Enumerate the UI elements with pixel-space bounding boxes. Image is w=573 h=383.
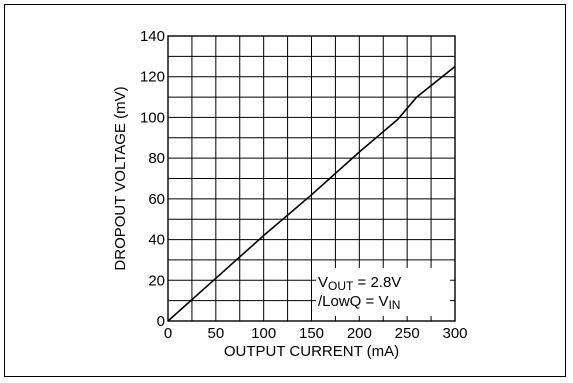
- y-tick-label: 60: [148, 191, 165, 208]
- annotation-vout-subscript: OUT: [328, 279, 354, 293]
- annotation-backdrop: [316, 268, 450, 316]
- x-tick-label: 300: [442, 325, 467, 342]
- figure-frame: [4, 4, 566, 377]
- y-axis-label: DROPOUT VOLTAGE (mV): [112, 86, 129, 270]
- x-tick-label: 0: [164, 325, 172, 342]
- y-tick-label: 0: [157, 313, 165, 330]
- x-tick-labels: 0 50 100 150 200 250 300: [164, 325, 468, 342]
- x-tick-label: 250: [395, 325, 420, 342]
- x-tick-label: 150: [299, 325, 324, 342]
- y-tick-label: 100: [140, 109, 165, 126]
- y-tick-label: 140: [140, 28, 165, 45]
- y-tick-label: 20: [148, 272, 165, 289]
- y-tick-labels: 0 20 40 60 80 100 120 140: [140, 28, 165, 330]
- annotation-vout: VOUT = 2.8V: [318, 274, 401, 293]
- x-tick-label: 50: [207, 325, 224, 342]
- plot-area-border: [167, 35, 456, 322]
- y-tick-label: 40: [148, 232, 165, 249]
- x-tick-label: 200: [347, 325, 372, 342]
- x-tick-label: 100: [251, 325, 276, 342]
- annotation-lowq-text: /LowQ = V: [318, 293, 388, 310]
- y-tick-label: 80: [148, 150, 165, 167]
- annotation-lowq: /LowQ = VIN: [318, 293, 400, 312]
- y-tick-label: 120: [140, 69, 165, 86]
- annotation-vout-value: = 2.8V: [353, 274, 401, 291]
- annotation-vout-symbol: V: [318, 274, 328, 291]
- series-line: [167, 65, 456, 322]
- x-axis-label: OUTPUT CURRENT (mA): [224, 343, 399, 360]
- annotation-lowq-subscript: IN: [388, 298, 400, 312]
